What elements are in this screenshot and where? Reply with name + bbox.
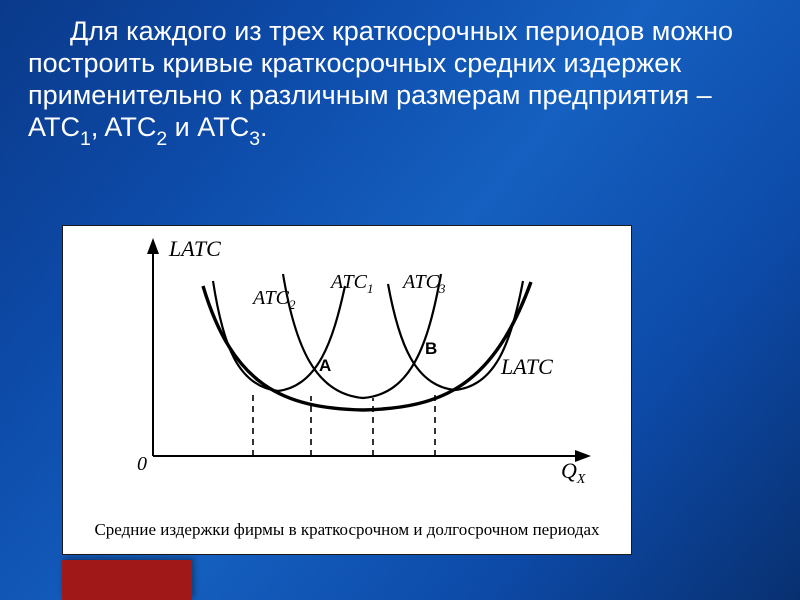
- atc3-label-sub: 3: [438, 281, 446, 296]
- figure-caption: Средние издержки фирмы в краткосрочном и…: [63, 520, 631, 540]
- x-axis-label-sub: X: [576, 472, 586, 487]
- y-axis-arrow: [147, 238, 159, 254]
- atc1-label-sub: 1: [367, 281, 374, 296]
- decorative-red-bar: [62, 560, 192, 600]
- atc1-label: ATC1: [329, 271, 373, 296]
- figure: LATC 0 QX ATC2 ATC1 ATC3 LATC A B Средни…: [62, 225, 632, 555]
- para-sub-1: 1: [80, 128, 91, 150]
- atc2-label-sub: 2: [289, 297, 296, 312]
- atc3-label: ATC3: [401, 271, 446, 296]
- para-text-4: .: [260, 112, 268, 142]
- atc2-label: ATC2: [251, 287, 296, 312]
- origin-label: 0: [137, 453, 147, 475]
- slide: Для каждого из трех краткосрочных период…: [0, 0, 800, 600]
- para-sub-2: 2: [156, 128, 167, 150]
- y-axis-label: LATC: [168, 236, 221, 261]
- atc1-label-main: ATC: [329, 271, 368, 293]
- atc2-label-main: ATC: [251, 287, 290, 309]
- dashed-lines: [253, 390, 435, 456]
- cost-curves-chart: LATC 0 QX ATC2 ATC1 ATC3 LATC A B: [63, 226, 631, 506]
- x-axis-arrow: [575, 450, 591, 462]
- x-axis-label: QX: [561, 458, 586, 487]
- para-sub-3: 3: [249, 128, 260, 150]
- latc-label: LATC: [500, 354, 553, 379]
- para-text-3: и ATC: [167, 112, 249, 142]
- x-axis-label-main: Q: [561, 458, 577, 483]
- atc3-label-main: ATC: [401, 271, 440, 293]
- point-b-label: B: [425, 339, 437, 358]
- slide-paragraph: Для каждого из трех краткосрочных период…: [28, 16, 782, 148]
- point-a-label: A: [319, 356, 331, 375]
- para-text-2: , ATC: [91, 112, 157, 142]
